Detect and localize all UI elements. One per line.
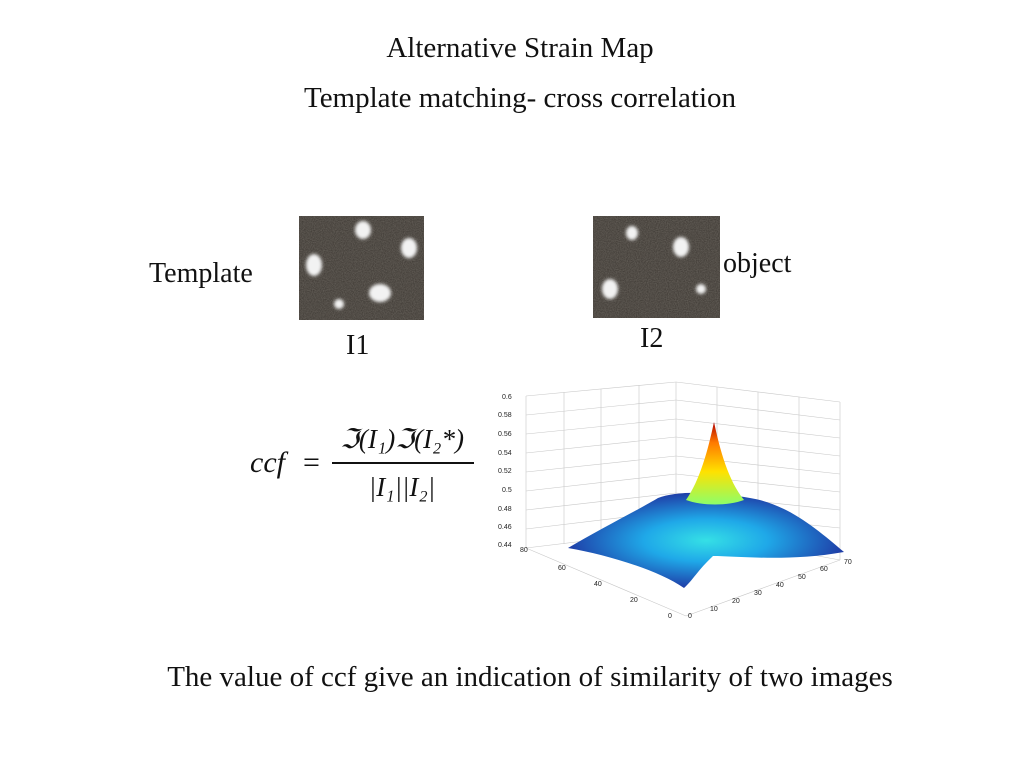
z-tick-label: 0.54 <box>498 450 512 457</box>
formula-equals: = <box>303 446 320 479</box>
formula-denominator: |I₁||I₂| <box>368 472 436 502</box>
z-tick-label: 0.44 <box>498 542 512 549</box>
surface-base <box>568 492 844 588</box>
template-label: Template <box>149 258 253 289</box>
x-tick-label: 10 <box>710 606 718 613</box>
y-tick-label: 40 <box>594 581 602 588</box>
surface-peak <box>686 422 744 505</box>
x-tick-label: 30 <box>754 590 762 597</box>
z-tick-label: 0.58 <box>498 412 512 419</box>
x-tick-label: 40 <box>776 582 784 589</box>
y-tick-label: 0 <box>668 613 672 620</box>
fraction-bar <box>332 462 474 464</box>
surface-mesh <box>568 422 844 588</box>
image1-label: I1 <box>346 330 370 361</box>
z-tick-label: 0.52 <box>498 468 512 475</box>
formula-lhs: ccf <box>250 446 285 479</box>
slide-subtitle: Template matching- cross correlation <box>304 82 736 114</box>
ccf-formula: ccf = ℑ(I₁)ℑ(I₂*) |I₁||I₂| <box>250 420 480 516</box>
z-tick-label: 0.48 <box>498 506 512 513</box>
y-tick-label: 20 <box>630 597 638 604</box>
z-tick-label: 0.6 <box>502 394 512 401</box>
y-tick-label: 80 <box>520 547 528 554</box>
object-image-i2 <box>593 216 720 318</box>
template-image-i1 <box>299 216 424 320</box>
formula-numerator: ℑ(I₁)ℑ(I₂*) <box>340 424 464 454</box>
x-tick-label: 70 <box>844 559 852 566</box>
x-axis-ticks: 0 10 20 30 40 50 60 70 <box>688 559 852 620</box>
footer-caption: The value of ccf give an indication of s… <box>167 661 893 693</box>
x-tick-label: 60 <box>820 566 828 573</box>
z-axis-ticks: 0.6 0.58 0.56 0.54 0.52 0.5 0.48 0.46 0.… <box>498 394 512 549</box>
x-tick-label: 20 <box>732 598 740 605</box>
slide-title: Alternative Strain Map <box>386 32 654 64</box>
y-tick-label: 60 <box>558 565 566 572</box>
z-tick-label: 0.56 <box>498 431 512 438</box>
z-tick-label: 0.46 <box>498 524 512 531</box>
x-tick-label: 0 <box>688 613 692 620</box>
image2-label: I2 <box>640 323 664 354</box>
z-tick-label: 0.5 <box>502 487 512 494</box>
object-label: object <box>723 248 792 279</box>
ccf-surface-plot: 0.6 0.58 0.56 0.54 0.52 0.5 0.48 0.46 0.… <box>498 381 852 620</box>
x-tick-label: 50 <box>798 574 806 581</box>
y-axis-ticks: 80 60 40 20 0 <box>520 547 672 620</box>
